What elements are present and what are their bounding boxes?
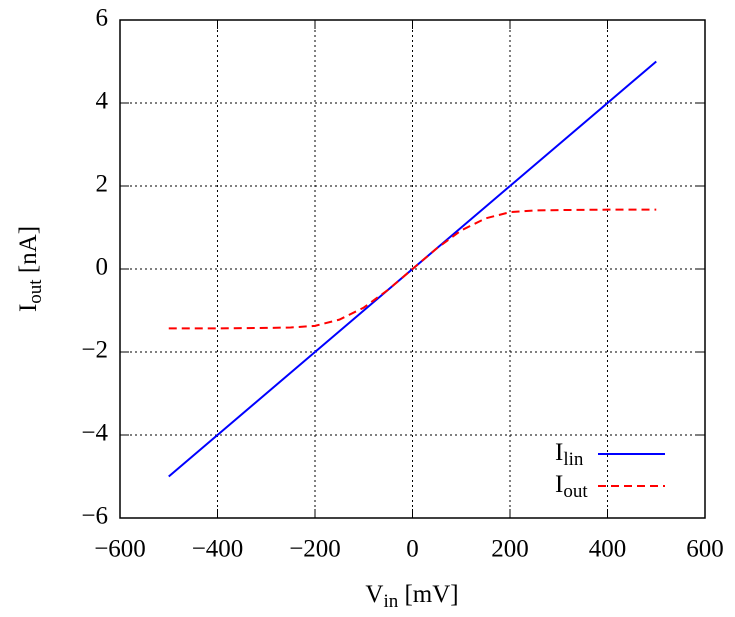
x-tick-label: 0 <box>406 536 419 563</box>
y-tick-label: 2 <box>96 171 109 198</box>
y-label-sub: out <box>25 279 46 304</box>
legend-label: Iout <box>555 471 588 503</box>
x-tick-label: 400 <box>589 536 627 563</box>
x-axis-label: Vin [mV] <box>365 581 458 613</box>
y-tick-label: 6 <box>96 5 109 32</box>
plot-frame <box>119 19 706 519</box>
y-tick-label: 4 <box>96 88 109 115</box>
legend-label: Ilin <box>555 439 584 471</box>
x-tick-label: 600 <box>686 536 724 563</box>
y-tick-label: −2 <box>81 337 108 364</box>
legend-label-main: I <box>555 439 563 466</box>
series-line <box>168 208 657 330</box>
x-label-sub: in <box>383 591 398 612</box>
x-tick-label: 200 <box>491 536 529 563</box>
y-axis-label: Iout [nA] <box>15 226 47 312</box>
x-label-main: V <box>365 581 383 608</box>
y-tick-label: 0 <box>96 254 109 281</box>
x-tick-label: −400 <box>192 536 244 563</box>
x-label-unit: [mV] <box>398 581 458 608</box>
y-tick-label: −6 <box>81 503 108 530</box>
y-label-main: I <box>15 304 42 312</box>
legend-label-sub: lin <box>563 449 584 470</box>
legend-label-main: I <box>555 471 563 498</box>
x-tick-label: −600 <box>94 536 146 563</box>
y-label-unit: [nA] <box>15 226 42 279</box>
legend-label-sub: out <box>563 481 588 502</box>
x-tick-label: −200 <box>289 536 341 563</box>
y-tick-label: −4 <box>81 420 108 447</box>
